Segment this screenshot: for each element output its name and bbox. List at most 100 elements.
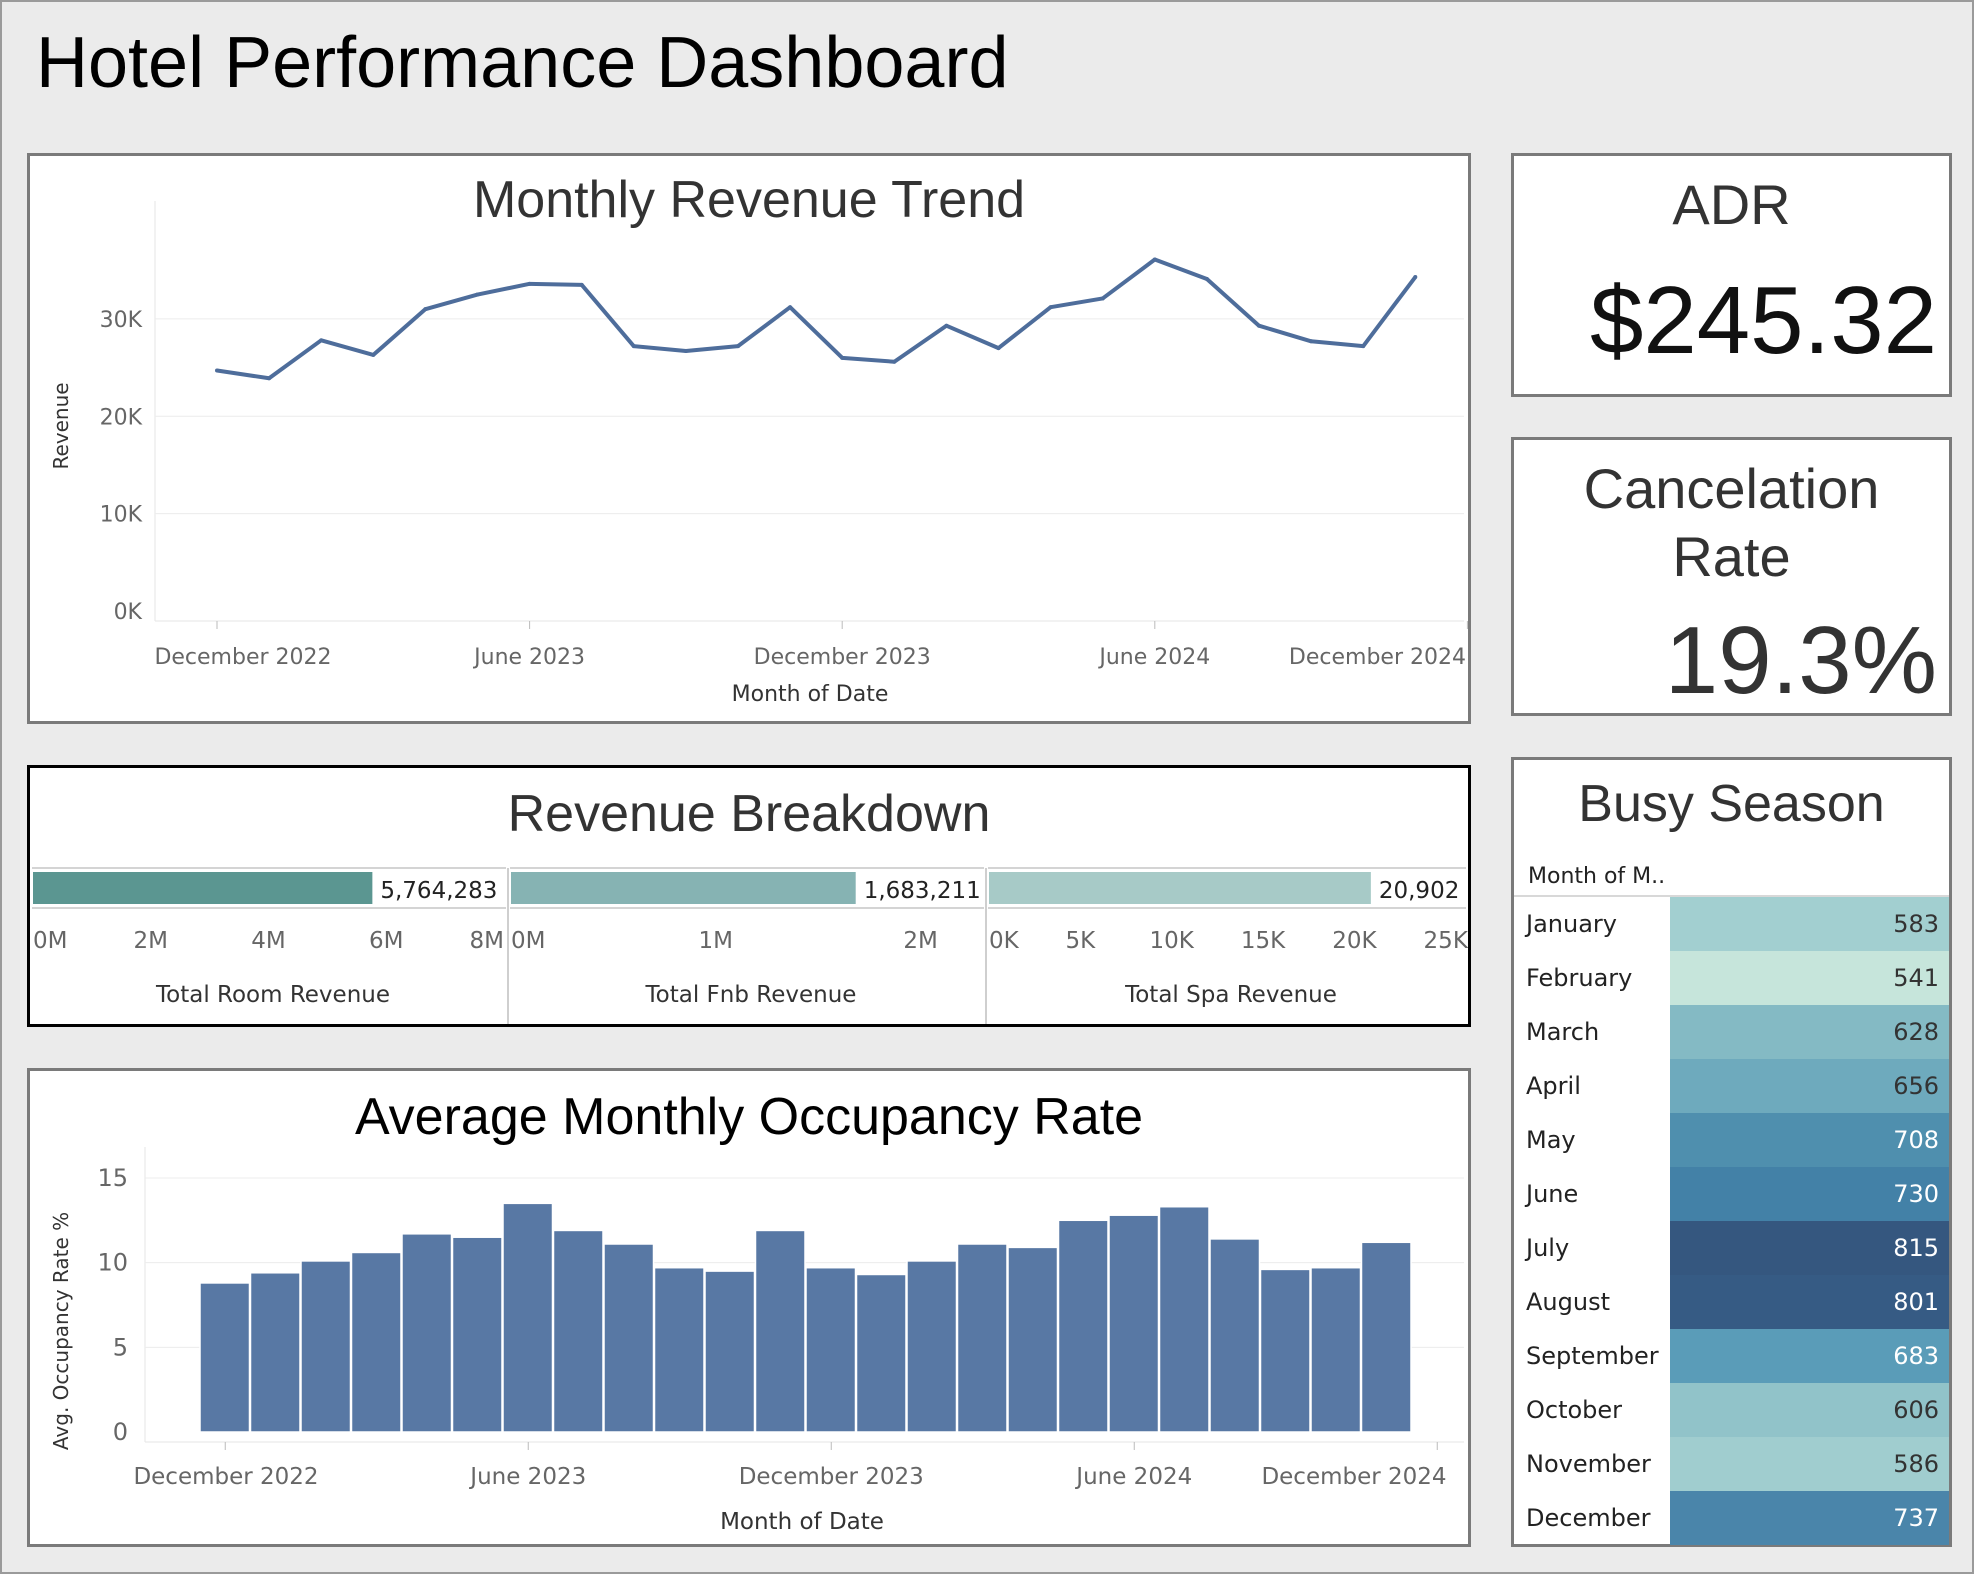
breakdown-bar: [511, 872, 856, 904]
busy-season-month-label: July: [1526, 1221, 1569, 1275]
busy-season-row[interactable]: November 586: [1514, 1437, 1949, 1491]
revenue-point: [944, 324, 948, 328]
breakdown-tick-label: 20K: [1332, 928, 1377, 954]
revenue-point: [1413, 275, 1417, 279]
adr-title: ADR: [1514, 172, 1949, 237]
occupancy-bar: [1210, 1239, 1260, 1432]
busy-season-month-label: November: [1526, 1437, 1651, 1491]
occupancy-bar-chart[interactable]: 0 5 10 15 December 2022 June 2023 December 202…: [30, 1071, 1468, 1544]
revenue-point: [736, 344, 740, 348]
cancelation-title-line2: Rate: [1514, 524, 1949, 589]
breakdown-tick-label: 0M: [33, 928, 67, 954]
busy-season-month-label: October: [1526, 1383, 1622, 1437]
busy-season-row[interactable]: June 730: [1514, 1167, 1949, 1221]
x-tick-label: June 2024: [1074, 1464, 1192, 1490]
revenue-point: [1153, 258, 1157, 262]
breakdown-tick-label: 4M: [251, 928, 285, 954]
y-tick-label: 10: [97, 1249, 128, 1277]
occupancy-bar: [958, 1244, 1008, 1432]
breakdown-tick-label: 2M: [134, 928, 168, 954]
breakdown-bar: [989, 872, 1371, 904]
busy-season-heat-cell[interactable]: 656: [1670, 1059, 1949, 1113]
busy-season-heat-cell[interactable]: 815: [1670, 1221, 1949, 1275]
y-tick-label: 0K: [114, 600, 143, 625]
x-tick-label: December 2022: [154, 645, 331, 670]
revenue-point: [892, 360, 896, 364]
occupancy-bar: [806, 1268, 856, 1432]
busy-season-row[interactable]: December 737: [1514, 1491, 1949, 1545]
occupancy-bar: [1160, 1207, 1210, 1432]
occupancy-panel[interactable]: Average Monthly Occupancy Rate 0 5 10 15 Dec…: [27, 1068, 1471, 1547]
adr-value: $245.32: [1590, 266, 1937, 376]
y-axis-title: Avg. Occupancy Rate %: [49, 1212, 73, 1450]
y-tick-label: 20K: [100, 405, 143, 430]
busy-season-row[interactable]: May 708: [1514, 1113, 1949, 1167]
y-tick-label: 10K: [100, 503, 143, 528]
revenue-trend-panel[interactable]: Monthly Revenue Trend 0K 10K 20K 30K Decembe…: [27, 153, 1471, 724]
breakdown-tick-label: 10K: [1150, 928, 1195, 954]
occupancy-bar: [503, 1203, 553, 1432]
revenue-breakdown-panel[interactable]: Revenue Breakdown 5,764,283 0M 2M 4M 6M 8M Tot…: [27, 765, 1471, 1027]
occupancy-bar: [1261, 1269, 1311, 1432]
x-tick-label: June 2023: [472, 645, 585, 670]
busy-season-month-label: August: [1526, 1275, 1610, 1329]
revenue-point: [840, 356, 844, 360]
busy-season-panel[interactable]: Busy Season Month of M.. January 583 Febru…: [1511, 757, 1952, 1547]
busy-season-title: Busy Season: [1514, 774, 1949, 834]
occupancy-bar: [1008, 1247, 1058, 1432]
cancelation-value: 19.3%: [1665, 606, 1937, 716]
breakdown-tick-label: 0K: [989, 928, 1020, 954]
occupancy-bar: [554, 1230, 604, 1432]
revenue-point: [632, 344, 636, 348]
busy-season-month-label: April: [1526, 1059, 1581, 1113]
busy-season-heat-cell[interactable]: 708: [1670, 1113, 1949, 1167]
busy-season-heat-cell[interactable]: 583: [1670, 897, 1949, 951]
busy-season-row[interactable]: August 801: [1514, 1275, 1949, 1329]
occupancy-bar: [1109, 1215, 1159, 1432]
busy-season-month-label: March: [1526, 1005, 1599, 1059]
x-tick-label: June 2024: [1097, 645, 1210, 670]
busy-season-heat-cell[interactable]: 628: [1670, 1005, 1949, 1059]
breakdown-value-label: 1,683,211: [864, 878, 981, 904]
x-tick-label: December 2022: [133, 1464, 318, 1490]
busy-season-row[interactable]: April 656: [1514, 1059, 1949, 1113]
busy-season-row[interactable]: January 583: [1514, 897, 1949, 951]
busy-season-heat-cell[interactable]: 606: [1670, 1383, 1949, 1437]
revenue-breakdown-chart[interactable]: 5,764,283 0M 2M 4M 6M 8M Total Room Revenue 1,6…: [30, 768, 1468, 1024]
busy-season-row[interactable]: July 815: [1514, 1221, 1949, 1275]
busy-season-heat-cell[interactable]: 737: [1670, 1491, 1949, 1545]
y-axis-title: Revenue: [49, 382, 73, 469]
busy-season-row[interactable]: October 606: [1514, 1383, 1949, 1437]
breakdown-value-label: 20,902: [1379, 878, 1459, 904]
occupancy-bar: [1059, 1220, 1109, 1432]
breakdown-tick-label: 15K: [1241, 928, 1286, 954]
breakdown-value-label: 5,764,283: [380, 878, 497, 904]
revenue-point: [319, 338, 323, 342]
busy-season-row[interactable]: September 683: [1514, 1329, 1949, 1383]
adr-panel: ADR $245.32: [1511, 153, 1952, 397]
busy-season-table: January 583 February 541 March 628 April 656 May…: [1514, 897, 1949, 1544]
revenue-point: [1205, 277, 1209, 281]
busy-season-heat-cell[interactable]: 541: [1670, 951, 1949, 1005]
busy-season-row[interactable]: February 541: [1514, 951, 1949, 1005]
x-tick-label: December 2023: [754, 645, 931, 670]
revenue-line-chart[interactable]: 0K 10K 20K 30K December 2022 June 2023 Decembe…: [30, 156, 1468, 721]
breakdown-tick-label: 1M: [699, 928, 733, 954]
breakdown-axis-title: Total Spa Revenue: [1124, 982, 1337, 1008]
revenue-point: [423, 307, 427, 311]
breakdown-tick-label: 5K: [1065, 928, 1096, 954]
busy-season-heat-cell[interactable]: 801: [1670, 1275, 1949, 1329]
busy-season-heat-cell[interactable]: 730: [1670, 1167, 1949, 1221]
busy-season-heat-cell[interactable]: 586: [1670, 1437, 1949, 1491]
revenue-point: [476, 293, 480, 297]
revenue-point: [1049, 305, 1053, 309]
busy-season-heat-cell[interactable]: 683: [1670, 1329, 1949, 1383]
busy-season-row[interactable]: March 628: [1514, 1005, 1949, 1059]
busy-season-month-label: February: [1526, 951, 1632, 1005]
y-tick-label: 30K: [100, 308, 143, 333]
breakdown-tick-label: 2M: [903, 928, 937, 954]
occupancy-bar: [352, 1252, 402, 1432]
occupancy-bar: [1362, 1242, 1412, 1432]
y-tick-label: 5: [113, 1333, 128, 1361]
revenue-point: [1361, 344, 1365, 348]
